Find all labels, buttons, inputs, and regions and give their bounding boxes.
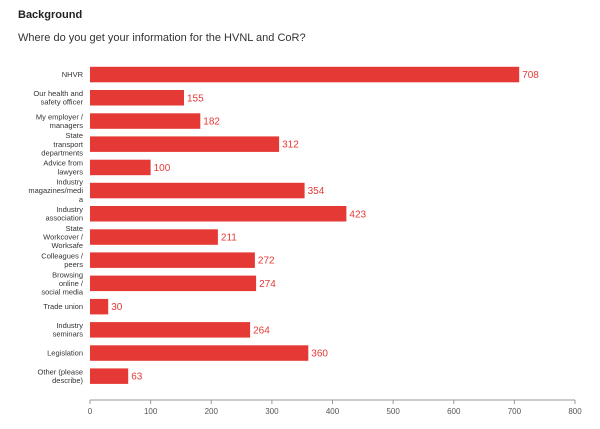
value-label: 264 — [253, 325, 270, 336]
bar — [90, 90, 184, 106]
value-label: 312 — [282, 140, 299, 151]
category-label-line: Industry — [56, 205, 83, 214]
bar — [90, 159, 151, 176]
category-label-line: social media — [41, 288, 84, 297]
category-label: Advice from lawyers — [43, 159, 83, 177]
category-label-line: Browsing — [52, 270, 83, 279]
value-label: 708 — [522, 70, 539, 81]
category-label: Trade union — [43, 302, 83, 311]
category-label-line: NHVR — [62, 70, 84, 79]
bar — [90, 113, 201, 129]
category-label-line: lawyers — [58, 167, 84, 176]
x-tick-label: 500 — [386, 407, 400, 416]
section-title: Background — [18, 9, 83, 21]
bar — [90, 275, 257, 292]
category-label-line: My employer / — [36, 112, 84, 121]
x-tick-label: 100 — [144, 407, 158, 416]
question-text: Where do you get your information for th… — [18, 32, 306, 44]
bar — [90, 182, 305, 199]
category-label: Industry association — [45, 205, 83, 223]
x-tick-label: 400 — [326, 407, 340, 416]
bar — [90, 206, 347, 222]
bar — [90, 345, 309, 361]
x-tick-label: 800 — [568, 407, 582, 416]
bar — [90, 368, 129, 384]
category-label-line: State — [65, 131, 83, 140]
category-label: Industry magazines/medi a — [28, 178, 83, 204]
x-tick-label: 0 — [88, 407, 93, 416]
value-label: 63 — [131, 372, 143, 383]
category-label-line: peers — [64, 260, 83, 269]
x-tick-label: 300 — [265, 407, 279, 416]
category-label-line: Worksafe — [51, 241, 83, 250]
category-label-line: transport — [53, 140, 84, 149]
category-label-line: magazines/medi — [28, 186, 83, 195]
category-label-line: online / — [59, 279, 84, 288]
category-label-line: describe) — [52, 376, 83, 385]
value-label: 423 — [349, 209, 366, 220]
value-label: 360 — [311, 349, 328, 360]
category-label: NHVR — [62, 70, 84, 79]
bar — [90, 229, 218, 245]
x-tick-label: 200 — [205, 407, 219, 416]
value-label: 100 — [154, 163, 171, 174]
value-label: 211 — [221, 233, 237, 244]
category-label-line: Industry — [56, 321, 83, 330]
category-label-line: Colleagues / — [41, 252, 84, 261]
category-label: My employer / managers — [36, 112, 84, 130]
category-label-line: Industry — [56, 178, 83, 187]
category-label-line: a — [79, 195, 84, 204]
category-label: Other (please describe) — [38, 368, 84, 386]
category-label: State transport departments — [41, 131, 84, 157]
category-label-line: Trade union — [43, 302, 83, 311]
category-label-line: Workcover / — [43, 233, 84, 242]
category-label-line: Legislation — [47, 349, 83, 358]
category-label-line: seminars — [53, 330, 84, 339]
x-tick-label: 700 — [508, 407, 522, 416]
category-label-line: departments — [41, 148, 83, 157]
category-label: Browsing online / social media — [41, 270, 84, 296]
category-label-line: Other (please — [38, 368, 83, 377]
category-label: Legislation — [47, 349, 83, 358]
value-label: 155 — [187, 93, 204, 104]
bar — [90, 298, 109, 315]
category-label-line: Our health and — [33, 89, 83, 98]
value-label: 30 — [111, 302, 123, 313]
value-label: 182 — [203, 117, 220, 128]
value-label: 354 — [308, 186, 325, 197]
bar — [90, 136, 280, 152]
bar — [90, 66, 520, 83]
value-label: 274 — [259, 279, 276, 290]
bar — [90, 252, 255, 268]
category-label: Colleagues / peers — [41, 252, 84, 270]
category-label-line: safety officer — [41, 98, 84, 107]
value-label: 272 — [258, 256, 275, 267]
category-label-line: managers — [50, 121, 84, 130]
category-label: Our health and safety officer — [33, 89, 83, 107]
category-label-line: Advice from — [43, 159, 83, 168]
category-label: Industry seminars — [53, 321, 84, 339]
x-tick-label: 600 — [447, 407, 461, 416]
category-label-line: State — [65, 224, 83, 233]
bar — [90, 322, 251, 338]
category-label-line: association — [45, 214, 83, 223]
category-label: State Workcover / Worksafe — [43, 224, 84, 250]
